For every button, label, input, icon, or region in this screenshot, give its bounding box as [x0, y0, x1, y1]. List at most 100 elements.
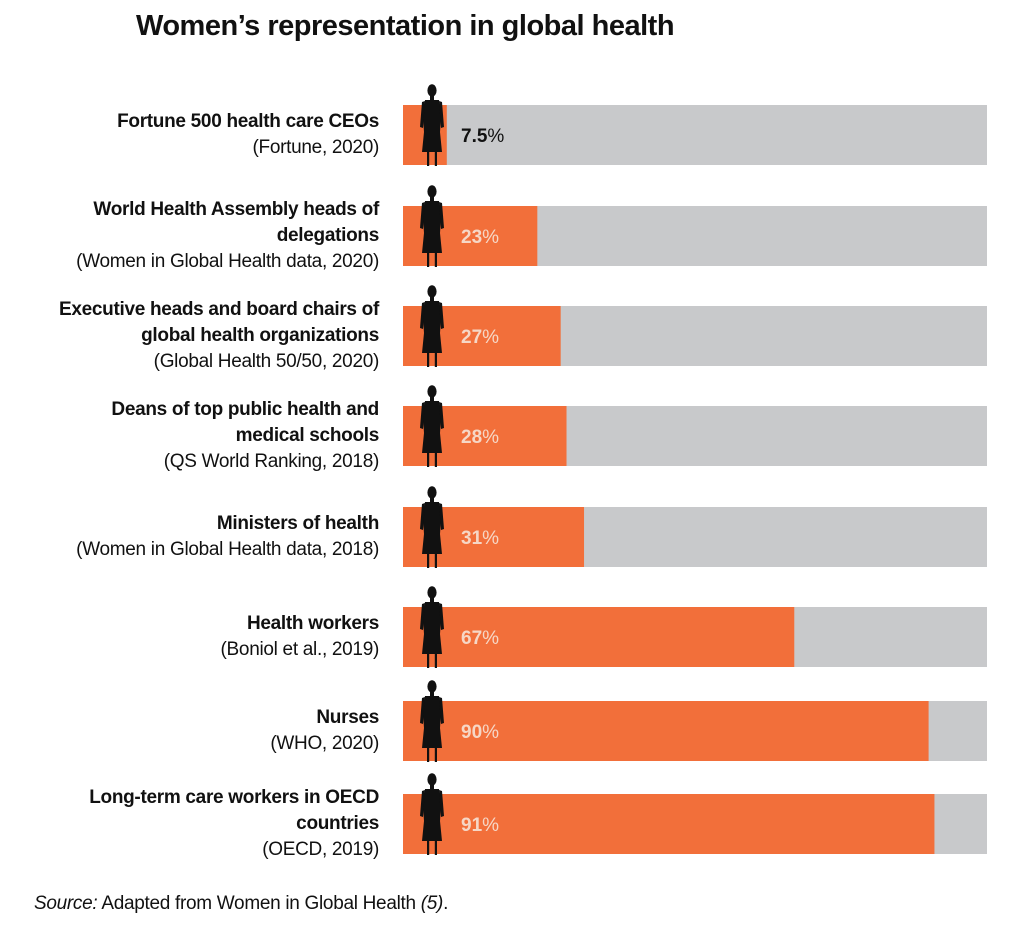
figure-left-leg [427, 748, 430, 762]
category-source: (OECD, 2019) [262, 839, 379, 860]
data-label-value: 31 [461, 528, 483, 549]
figure-left-arm [420, 503, 425, 530]
figure-right-leg [434, 554, 437, 568]
data-label: 27% [461, 327, 499, 348]
figure-neck [430, 197, 434, 201]
figure-left-leg [427, 253, 430, 267]
bar-group: 23% [403, 185, 987, 267]
bar [403, 701, 929, 761]
figure-right-leg [434, 654, 437, 668]
bar-group: 91% [403, 773, 987, 855]
bar-group: 7.5% [403, 84, 987, 166]
figure-head [427, 84, 437, 97]
data-label-unit: % [482, 427, 499, 448]
figure-head [427, 680, 437, 693]
figure-right-arm [439, 603, 444, 630]
figure-left-arm [420, 101, 425, 128]
category-name: Nurses [316, 707, 379, 728]
figure-right-arm [439, 503, 444, 530]
category-source: (QS World Ranking, 2018) [163, 451, 380, 472]
figure-left-leg [427, 353, 430, 367]
data-label-value: 23 [461, 227, 482, 248]
category-name: countries [296, 813, 379, 834]
category-name: Executive heads and board chairs of [59, 299, 379, 320]
woman-figure-icon [420, 185, 444, 267]
figure-neck [430, 692, 434, 696]
bar-track [403, 105, 987, 165]
woman-figure-icon [420, 586, 444, 668]
data-label-unit: % [482, 722, 499, 743]
figure-neck [430, 96, 434, 100]
data-label-value: 91 [461, 815, 483, 836]
bar-group: 27% [403, 285, 987, 367]
figure-left-arm [420, 302, 425, 329]
bar-group: 90% [403, 680, 987, 762]
data-label-value: 67 [461, 628, 482, 649]
data-label: 7.5% [461, 126, 504, 147]
figure-dress [422, 301, 442, 353]
figure-neck [430, 397, 434, 401]
figure-head [427, 773, 437, 786]
figure-left-leg [427, 453, 430, 467]
category-label: Deans of top public health and medical sc… [111, 397, 379, 475]
figure-left-arm [420, 603, 425, 630]
data-label-unit: % [487, 126, 504, 147]
category-source: (Women in Global Health data, 2018) [76, 539, 379, 560]
data-label-unit: % [482, 227, 499, 248]
category-label: Nurses (WHO, 2020) [270, 705, 379, 757]
data-label-value: 27 [461, 327, 482, 348]
category-source: (Fortune, 2020) [252, 137, 380, 158]
figure-dress [422, 201, 442, 253]
figure-head [427, 385, 437, 398]
woman-figure-icon [420, 773, 444, 855]
figure-right-leg [434, 841, 437, 855]
bar-group: 67% [403, 586, 987, 668]
category-label: Executive heads and board chairs of globa… [59, 297, 379, 375]
data-label-unit: % [482, 327, 499, 348]
bar [403, 607, 795, 667]
woman-figure-icon [420, 84, 444, 166]
source-prefix: Source: [34, 893, 98, 914]
data-label-unit: % [482, 628, 499, 649]
data-label: 67% [461, 628, 499, 649]
category-name: global health organizations [141, 325, 379, 346]
category-label: Long-term care workers in OECD countries (… [89, 785, 379, 863]
woman-figure-icon [420, 486, 444, 568]
figure-right-arm [439, 790, 444, 817]
figure-neck [430, 498, 434, 502]
category-name: Deans of top public health and [111, 399, 379, 420]
bar-group: 31% [403, 486, 987, 568]
woman-figure-icon [420, 285, 444, 367]
figure-head [427, 285, 437, 298]
figure-left-leg [427, 554, 430, 568]
figure-left-arm [420, 790, 425, 817]
data-label: 90% [461, 722, 499, 743]
woman-figure-icon [420, 385, 444, 467]
category-label: Health workers (Boniol et al., 2019) [221, 611, 380, 663]
figure-dress [422, 401, 442, 453]
data-label-value: 7.5 [461, 126, 488, 147]
source-text: Adapted from Women in Global Health [97, 893, 421, 914]
figure-dress [422, 502, 442, 554]
figure-left-arm [420, 202, 425, 229]
data-label-unit: % [482, 528, 499, 549]
data-label: 31% [461, 528, 499, 549]
figure-left-leg [427, 841, 430, 855]
figure-right-leg [434, 152, 437, 166]
figure-left-arm [420, 402, 425, 429]
category-name: World Health Assembly heads of [93, 199, 379, 220]
category-name: delegations [276, 225, 380, 246]
category-label: Fortune 500 health care CEOs (Fortune, 20… [117, 109, 379, 161]
source-suffix: . [443, 893, 449, 914]
bar [403, 794, 935, 854]
figure-head [427, 586, 437, 599]
figure-head [427, 486, 437, 499]
data-label: 91% [461, 815, 499, 836]
bar-group: 28% [403, 385, 987, 467]
data-label: 28% [461, 427, 499, 448]
category-name: Ministers of health [216, 513, 379, 534]
figure-left-arm [420, 697, 425, 724]
figure-left-leg [427, 654, 430, 668]
figure-right-leg [434, 353, 437, 367]
